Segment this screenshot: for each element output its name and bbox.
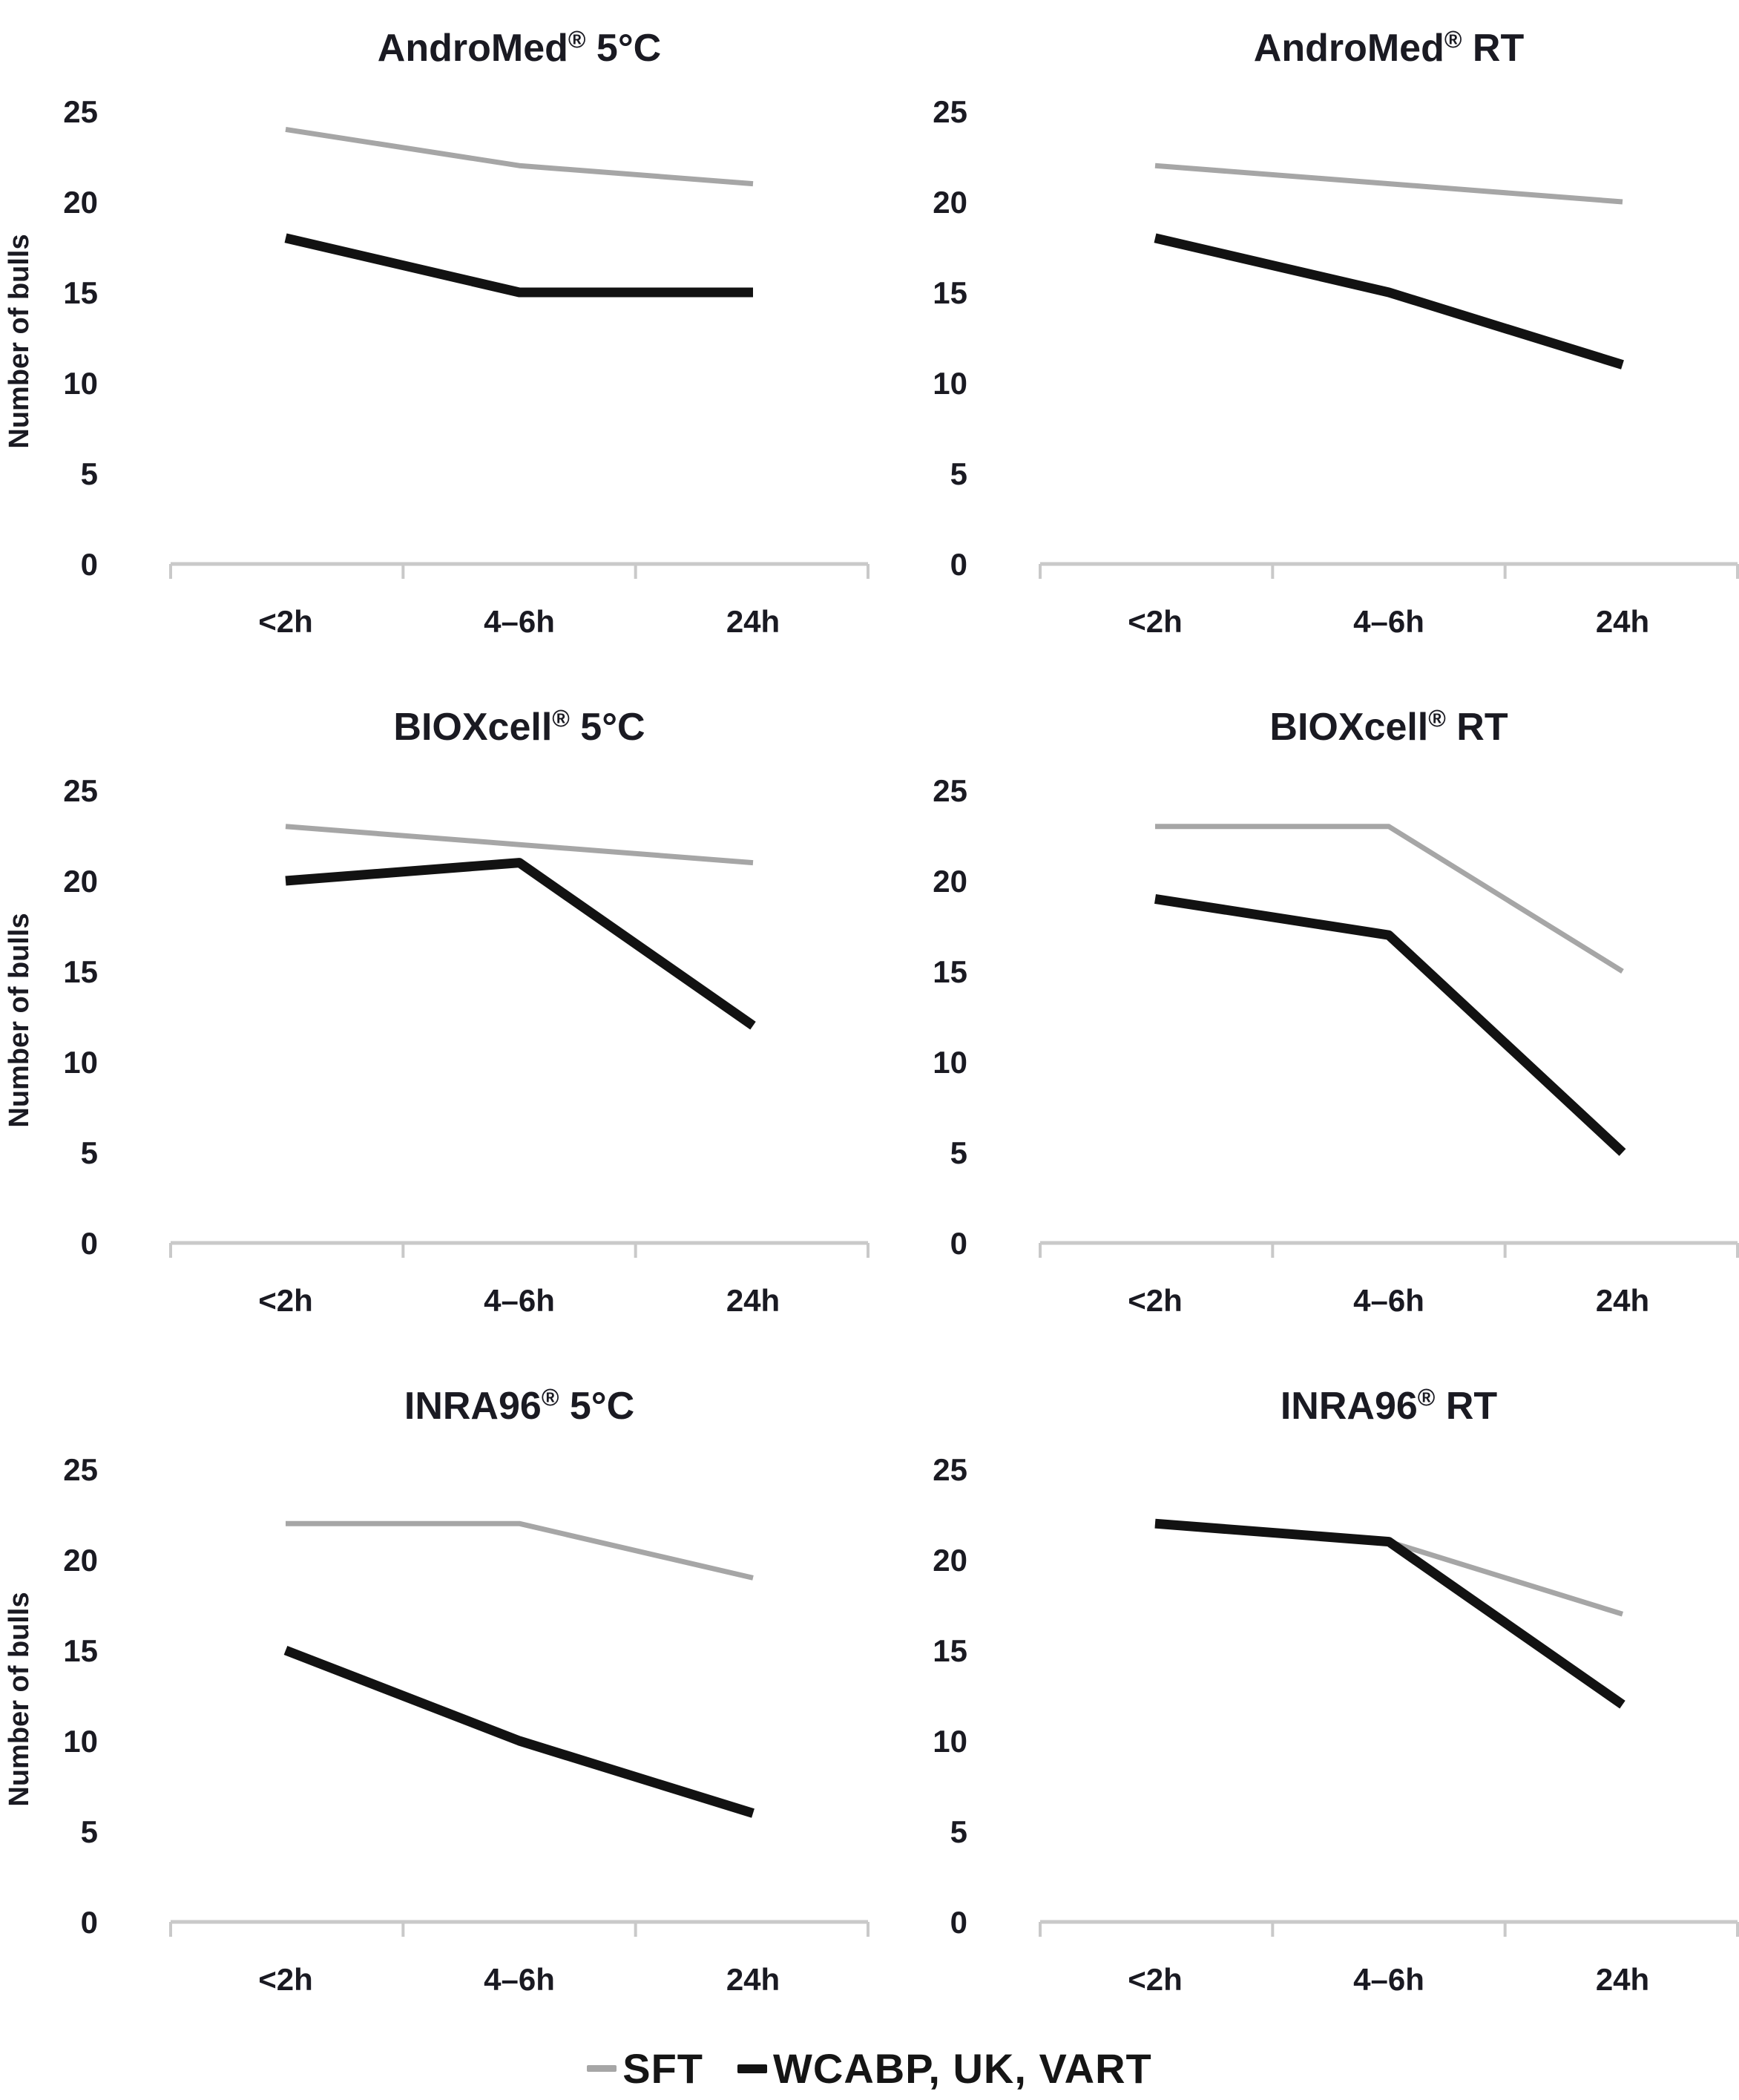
y-tick-label: 25 [63,773,98,808]
x-tick-label: 24h [1596,1962,1649,1997]
chart-title: BIOXcell® RT [1269,705,1508,749]
series-line-wcabp [283,1645,755,1818]
chart-panel: INRA96® RT 25 20 15 10 5 0 <2h 4–6h 24h [870,1358,1739,2037]
y-axis-title: Number of bulls [4,1592,35,1806]
y-tick-label: 10 [933,366,967,401]
chart-svg: AndroMed® 5°C 25 20 15 10 5 0 <2h 4–6h 24h Number … [4,26,870,639]
y-tick-label: 20 [933,1543,967,1578]
series-line-wcabp [1154,233,1624,370]
series-line-sft [1154,163,1623,205]
y-tick-label: 5 [950,456,967,491]
x-tick-label: 4–6h [484,604,555,639]
series-line-wcabp [284,233,753,298]
series-line-sft [286,1520,754,1581]
y-axis-title: Number of bulls [4,913,35,1127]
y-tick-label: 5 [81,456,98,491]
y-tick-label: 0 [81,547,98,582]
y-tick-label: 0 [950,1226,967,1261]
x-tick-label: 24h [1596,1283,1649,1318]
y-tick-label: 0 [950,1905,967,1940]
chart-title: AndroMed® RT [1254,26,1525,70]
series-line-sft [285,824,754,866]
x-tick-label: 4–6h [484,1962,555,1997]
y-tick-label: 0 [81,1905,98,1940]
chart-svg: INRA96® RT 25 20 15 10 5 0 <2h 4–6h 24h [933,1384,1739,1997]
y-axis-title: Number of bulls [4,234,35,448]
y-tick-label: 20 [63,185,98,220]
y-tick-label: 5 [950,1135,967,1170]
legend-item-sft: SFT [587,2044,703,2093]
chart-panel: BIOXcell® 5°C 25 20 15 10 5 0 <2h 4–6h 24h Number … [0,679,870,1358]
y-tick-label: 5 [81,1814,98,1849]
series-line-sft [285,126,754,187]
chart-svg: INRA96® 5°C 25 20 15 10 5 0 <2h 4–6h 24h Number of… [4,1384,870,1997]
chart-svg: AndroMed® RT 25 20 15 10 5 0 <2h 4–6h 24h [933,26,1739,639]
x-tick-label: <2h [258,1962,313,1997]
y-tick-label: 15 [933,954,967,989]
y-tick-label: 20 [63,1543,98,1578]
y-tick-label: 5 [950,1814,967,1849]
y-tick-label: 10 [63,1724,98,1759]
x-tick-label: <2h [1128,1962,1183,1997]
series-line-sft [1155,824,1624,974]
legend-item-wcabp: WCABP, UK, VART [737,2044,1152,2093]
x-tick-label: 24h [726,1283,780,1318]
chart-svg: BIOXcell® RT 25 20 15 10 5 0 <2h 4–6h 24h [933,705,1739,1318]
x-tick-label: 4–6h [1353,1962,1424,1997]
legend: SFT WCABP, UK, VART [0,2037,1739,2100]
series-line-wcabp [1154,893,1626,1156]
y-tick-label: 15 [63,1633,98,1668]
y-tick-label: 25 [933,94,967,129]
x-tick-label: 4–6h [1353,604,1424,639]
chart-panel: INRA96® 5°C 25 20 15 10 5 0 <2h 4–6h 24h Number of… [0,1358,870,2037]
wcabp-line-swatch [737,2064,768,2073]
chart-panel: AndroMed® RT 25 20 15 10 5 0 <2h 4–6h 24h [870,0,1739,679]
chart-title: INRA96® RT [1281,1384,1498,1428]
x-tick-label: <2h [258,604,313,639]
y-tick-label: 20 [63,864,98,899]
series-line-wcabp [1154,1518,1625,1709]
y-tick-label: 15 [933,275,967,310]
y-tick-label: 0 [950,547,967,582]
y-tick-label: 20 [933,185,967,220]
x-tick-label: <2h [1128,1283,1183,1318]
y-tick-label: 10 [933,1045,967,1080]
y-tick-label: 5 [81,1135,98,1170]
chart-panel: AndroMed® 5°C 25 20 15 10 5 0 <2h 4–6h 24h Number … [0,0,870,679]
chart-title: BIOXcell® 5°C [393,705,645,749]
y-tick-label: 25 [933,1452,967,1487]
x-tick-label: <2h [258,1283,313,1318]
y-tick-label: 15 [933,1633,967,1668]
y-tick-label: 0 [81,1226,98,1261]
x-tick-label: <2h [1128,604,1183,639]
chart-svg: BIOXcell® 5°C 25 20 15 10 5 0 <2h 4–6h 24h Number … [4,705,870,1318]
x-tick-label: 24h [726,604,780,639]
x-tick-label: 24h [1596,604,1649,639]
x-tick-label: 24h [726,1962,780,1997]
y-tick-label: 15 [63,275,98,310]
y-tick-label: 10 [63,1045,98,1080]
y-tick-label: 25 [63,1452,98,1487]
y-tick-label: 20 [933,864,967,899]
sft-line-swatch [587,2065,617,2072]
chart-title: INRA96® 5°C [404,1384,634,1428]
chart-panel: BIOXcell® RT 25 20 15 10 5 0 <2h 4–6h 24h [870,679,1739,1358]
series-line-wcabp [285,858,756,1030]
legend-label-wcabp: WCABP, UK, VART [773,2045,1152,2092]
y-tick-label: 10 [63,366,98,401]
y-tick-label: 25 [63,94,98,129]
x-tick-label: 4–6h [484,1283,555,1318]
x-tick-label: 4–6h [1353,1283,1424,1318]
y-tick-label: 25 [933,773,967,808]
y-tick-label: 15 [63,954,98,989]
chart-title: AndroMed® 5°C [378,26,661,70]
y-tick-label: 10 [933,1724,967,1759]
legend-label-sft: SFT [622,2045,704,2092]
panels-grid: AndroMed® 5°C 25 20 15 10 5 0 <2h 4–6h 24h Number … [0,0,1739,2037]
